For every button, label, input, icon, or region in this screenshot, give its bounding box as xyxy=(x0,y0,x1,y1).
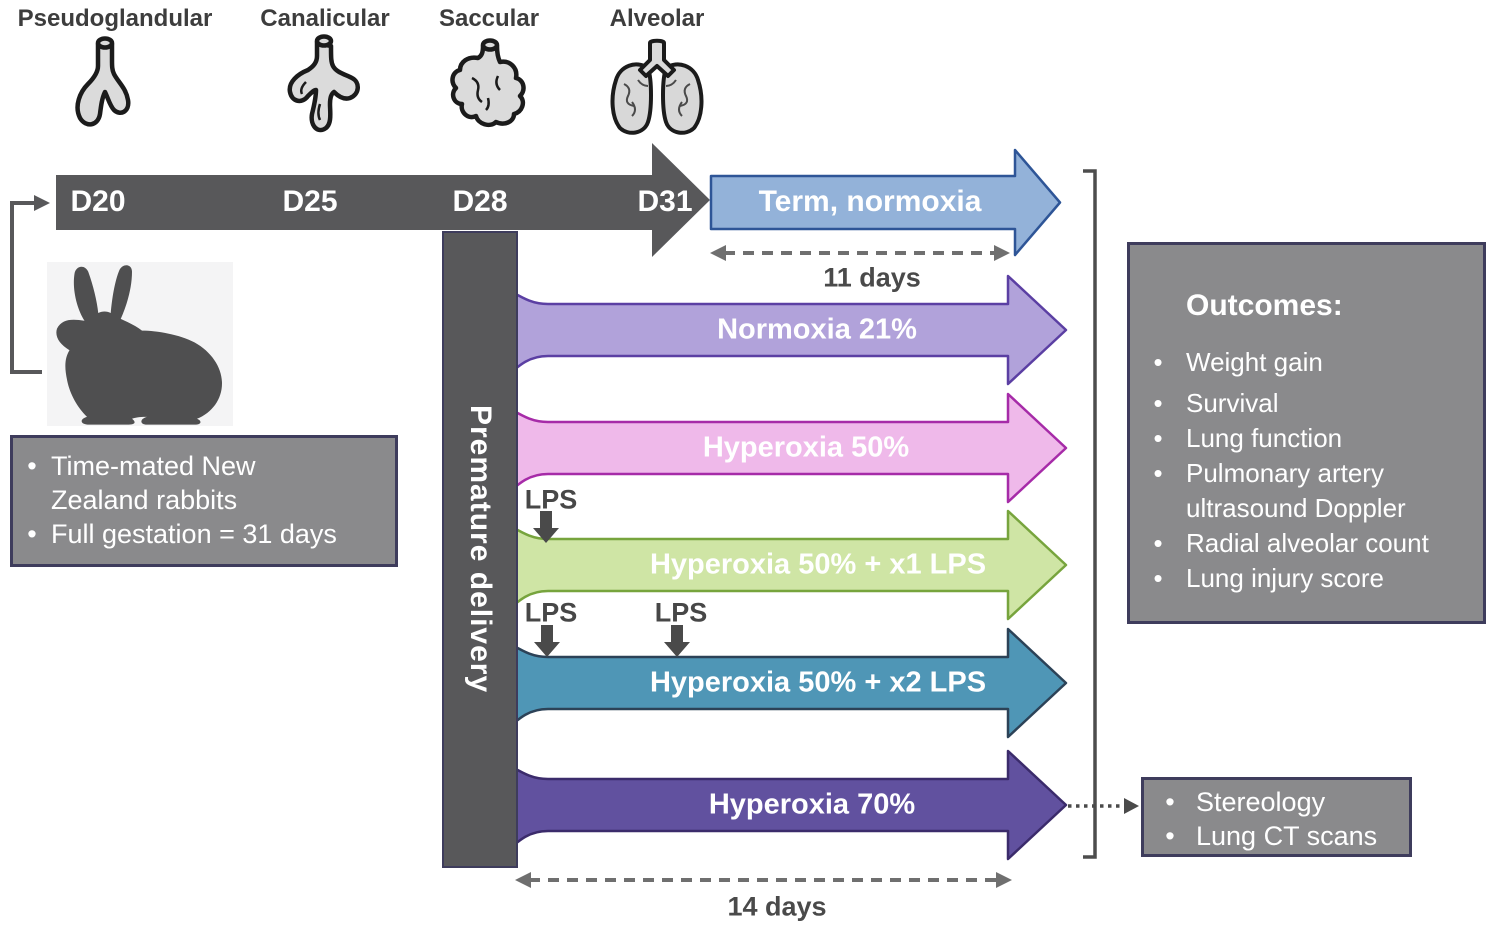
outcome-text: Weight gain xyxy=(1186,347,1323,377)
bullet-dot: • xyxy=(1153,347,1163,377)
arm-label-hyperoxia-50-x1-lps: Hyperoxia 50% + x1 LPS xyxy=(649,548,987,581)
outcomes-title: Outcomes: xyxy=(1186,289,1343,322)
stage-label-pseudoglandular: Pseudoglandular xyxy=(17,5,213,32)
bullet-dot: • xyxy=(27,519,37,549)
stage-label-alveolar: Alveolar xyxy=(609,5,705,32)
saccular-lung-icon xyxy=(450,38,526,128)
outcome-row: • Pulmonary artery xyxy=(1130,456,1483,491)
bullet-dot: • xyxy=(1165,821,1175,851)
followup-text: Stereology xyxy=(1196,787,1326,817)
lps-label-x1: LPS xyxy=(524,484,578,515)
study-note-row: • Time-mated New xyxy=(13,449,395,483)
study-note-box: • Time-mated New Zealand rabbits • Full … xyxy=(10,435,398,567)
stage-label-saccular: Saccular xyxy=(438,5,540,32)
timeline-day-d20: D20 xyxy=(70,185,126,218)
followup-text: Lung CT scans xyxy=(1196,821,1378,851)
lps-label-x2-second: LPS xyxy=(654,597,708,628)
alveolar-lung-icon xyxy=(610,38,704,135)
study-note-text: Zealand rabbits xyxy=(51,485,238,515)
outcome-row: ultrasound Doppler xyxy=(1130,491,1483,526)
duration-11-days-dashed-arrow xyxy=(710,245,1010,261)
timeline-day-d31: D31 xyxy=(637,185,693,218)
followup-box: • Stereology • Lung CT scans xyxy=(1141,777,1412,857)
lps-label-x2-first: LPS xyxy=(524,597,578,628)
arm-label-normoxia-21: Normoxia 21% xyxy=(717,313,917,346)
lps-down-arrow-x2-first xyxy=(534,625,560,657)
arm-label-hyperoxia-50-x2-lps: Hyperoxia 50% + x2 LPS xyxy=(649,666,987,699)
arm-label-hyperoxia-70: Hyperoxia 70% xyxy=(708,788,916,821)
gestation-timeline-arrow xyxy=(56,143,710,257)
dotted-arrow-to-followup xyxy=(1068,798,1139,814)
arm-arrow-term-normoxia xyxy=(709,148,1062,257)
bullet-dot: • xyxy=(1153,388,1163,418)
arms-grouping-bracket xyxy=(1083,169,1097,859)
bullet-dot: • xyxy=(1153,528,1163,558)
premature-delivery-label: Premature delivery xyxy=(464,405,497,694)
outcome-text: Lung function xyxy=(1186,423,1343,453)
study-note-text: Time-mated New xyxy=(51,451,256,481)
duration-14-days-dashed-arrow xyxy=(515,872,1012,888)
bullet-dot: • xyxy=(27,451,37,481)
rabbit-icon xyxy=(56,265,222,425)
outcome-text: Pulmonary artery xyxy=(1186,458,1384,488)
followup-row: • Stereology xyxy=(1144,785,1409,819)
bullet-dot: • xyxy=(1153,423,1163,453)
bullet-dot: • xyxy=(1153,458,1163,488)
outcome-row: • Weight gain xyxy=(1130,345,1483,380)
lps-down-arrow-x2-second xyxy=(664,625,690,657)
stage-label-canalicular: Canalicular xyxy=(260,5,390,32)
study-note-text: Full gestation = 31 days xyxy=(51,519,337,549)
premature-delivery-bar: Premature delivery xyxy=(442,231,518,868)
outcome-text: ultrasound Doppler xyxy=(1186,493,1406,523)
outcome-row: • Survival xyxy=(1130,386,1483,421)
timeline-day-d28: D28 xyxy=(452,185,508,218)
rabbit-to-timeline-connector xyxy=(10,195,50,374)
timeline-day-d25: D25 xyxy=(282,185,338,218)
outcomes-box: Outcomes: • Weight gain • Survival • Lun… xyxy=(1127,242,1486,624)
outcome-text: Lung injury score xyxy=(1186,563,1384,593)
bullet-dot: • xyxy=(1165,787,1175,817)
arm-label-term-normoxia: Term, normoxia xyxy=(758,185,982,218)
duration-label-11-days: 11 days xyxy=(823,262,921,293)
arm-label-hyperoxia-50: Hyperoxia 50% xyxy=(702,431,910,464)
outcome-text: Radial alveolar count xyxy=(1186,528,1429,558)
outcome-row: • Lung function xyxy=(1130,421,1483,456)
outcome-text: Survival xyxy=(1186,388,1279,418)
pseudoglandular-lung-icon xyxy=(75,36,131,127)
duration-label-14-days: 14 days xyxy=(727,891,827,922)
study-note-row: Zealand rabbits xyxy=(13,483,395,517)
canalicular-lung-icon xyxy=(287,34,360,133)
followup-row: • Lung CT scans xyxy=(1144,819,1409,853)
outcome-row: • Lung injury score xyxy=(1130,561,1483,596)
lps-down-arrow-x1 xyxy=(533,511,559,543)
bullet-dot: • xyxy=(1153,563,1163,593)
study-note-row: • Full gestation = 31 days xyxy=(13,517,395,551)
outcome-row: • Radial alveolar count xyxy=(1130,526,1483,561)
